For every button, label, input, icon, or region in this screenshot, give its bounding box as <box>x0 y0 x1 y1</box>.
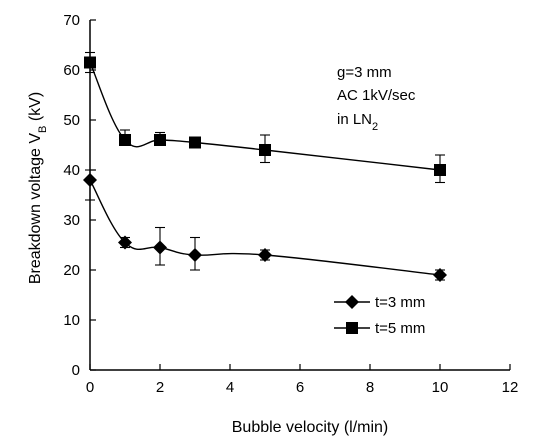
data-point-diamond <box>258 248 272 262</box>
data-point-square <box>189 136 201 149</box>
data-point-square <box>84 56 96 69</box>
data-point-diamond <box>433 268 447 282</box>
x-tick-label: 4 <box>226 379 234 396</box>
y-tick-label: 10 <box>63 312 80 329</box>
data-point-square <box>259 144 271 156</box>
y-tick-label: 50 <box>63 112 80 129</box>
y-tick-label: 60 <box>63 62 80 79</box>
legend-marker-square <box>346 322 358 334</box>
legend-marker-diamond <box>345 295 359 309</box>
y-tick-label: 40 <box>63 162 80 179</box>
tick-labels: 0 10 20 30 40 50 60 70 0 2 4 6 8 10 12 <box>63 12 518 396</box>
series-square <box>84 51 446 184</box>
annotation-ac-rate: AC 1kV/sec <box>337 87 416 104</box>
data-point-diamond <box>83 173 97 187</box>
data-point-diamond <box>153 240 167 255</box>
annotation-medium: in LN2 <box>337 111 378 133</box>
annotation-block: g=3 mm AC 1kV/sec in LN2 <box>337 64 416 133</box>
y-axis-title: Breakdown voltage VB (kV) <box>27 92 49 284</box>
series-diamond <box>83 169 447 282</box>
y-tick-label: 20 <box>63 262 80 279</box>
x-tick-label: 6 <box>296 379 304 396</box>
annotation-medium-subscript: 2 <box>372 121 378 133</box>
series-layer <box>83 51 447 282</box>
x-tick-label: 0 <box>86 379 94 396</box>
x-tick-label: 12 <box>502 379 519 396</box>
x-tick-label: 2 <box>156 379 164 396</box>
y-tick-label: 30 <box>63 212 80 229</box>
data-point-square <box>434 164 446 176</box>
legend-label-t5: t=5 mm <box>375 320 425 337</box>
legend: t=3 mm t=5 mm <box>334 294 425 337</box>
data-point-square <box>154 134 166 146</box>
annotation-gap: g=3 mm <box>337 64 392 81</box>
x-axis-title: Bubble velocity (l/min) <box>232 419 389 436</box>
axes <box>89 19 511 371</box>
data-point-diamond <box>118 235 132 250</box>
legend-label-t3: t=3 mm <box>375 294 425 311</box>
series-line <box>89 62 441 171</box>
y-axis-title-subscript: B <box>37 126 49 133</box>
x-tick-label: 10 <box>432 379 449 396</box>
y-tick-label: 70 <box>63 12 80 29</box>
y-tick-label: 0 <box>72 362 80 379</box>
x-tick-label: 8 <box>366 379 374 396</box>
data-point-diamond <box>188 248 202 262</box>
data-point-square <box>119 134 131 146</box>
